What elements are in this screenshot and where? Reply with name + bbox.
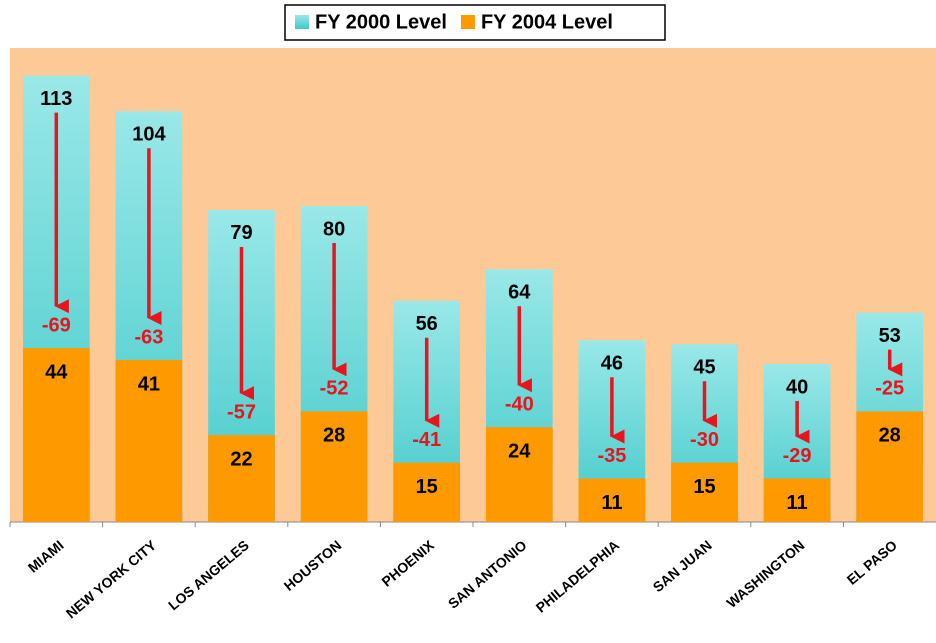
x-tick-label: WASHINGTON [723, 537, 807, 611]
bar-fy2004 [763, 478, 831, 522]
change-label: -52 [320, 378, 349, 400]
legend-box [284, 4, 666, 41]
legend-swatch [460, 15, 475, 29]
value-label: 53 [879, 325, 901, 347]
value-label: 79 [230, 222, 252, 244]
bar-fy2004 [578, 478, 646, 522]
value-label: 45 [693, 357, 715, 379]
value-label: 28 [323, 425, 345, 447]
change-label: -41 [412, 429, 441, 451]
bar-fy2004 [208, 435, 275, 522]
x-tick-label: LOS ANGELES [165, 537, 252, 613]
value-label: 104 [132, 123, 166, 145]
change-label: -63 [134, 326, 163, 348]
x-tick-label: SAN ANTONIO [445, 537, 530, 612]
change-label: -35 [597, 445, 626, 467]
bar-fy2004 [485, 427, 553, 522]
value-label: 80 [323, 218, 345, 240]
value-label: 15 [693, 476, 715, 498]
bar-fy2004 [115, 360, 183, 522]
change-label: -40 [505, 393, 534, 415]
x-tick-label: NEW YORK CITY [63, 536, 160, 621]
value-label: 41 [138, 373, 160, 395]
legend-label: FY 2004 Level [481, 11, 613, 33]
bar-fy2004 [671, 462, 738, 522]
value-label: 28 [879, 425, 901, 447]
value-label: 15 [416, 476, 438, 498]
bar-fy2004 [22, 348, 90, 522]
value-label: 24 [508, 440, 531, 462]
change-label: -29 [783, 445, 812, 467]
change-label: -69 [42, 314, 71, 336]
x-tick-label: HOUSTON [281, 537, 345, 594]
x-tick-label: EL PASO [844, 537, 900, 588]
value-label: 11 [787, 492, 808, 514]
value-label: 44 [45, 361, 68, 383]
bar-fy2004 [393, 462, 461, 522]
value-label: 40 [786, 376, 808, 398]
legend-label: FY 2000 Level [315, 11, 447, 33]
value-label: 22 [230, 448, 252, 470]
bar-fy2004 [856, 411, 924, 522]
x-tick-label: PHOENIX [378, 536, 437, 589]
legend-swatch [295, 15, 309, 29]
value-label: 113 [40, 88, 72, 110]
x-tick-label: MIAMI [25, 537, 67, 576]
x-tick-label: SAN JUAN [650, 537, 715, 595]
value-label: 11 [601, 492, 622, 514]
value-label: 46 [601, 353, 623, 375]
change-label: -57 [227, 401, 256, 423]
change-label: -30 [690, 429, 719, 451]
value-label: 64 [508, 281, 531, 303]
x-tick-label: PHILADELPHIA [533, 537, 623, 616]
change-label: -25 [875, 378, 904, 400]
bar-fy2004 [300, 411, 368, 522]
value-label: 56 [416, 313, 438, 335]
